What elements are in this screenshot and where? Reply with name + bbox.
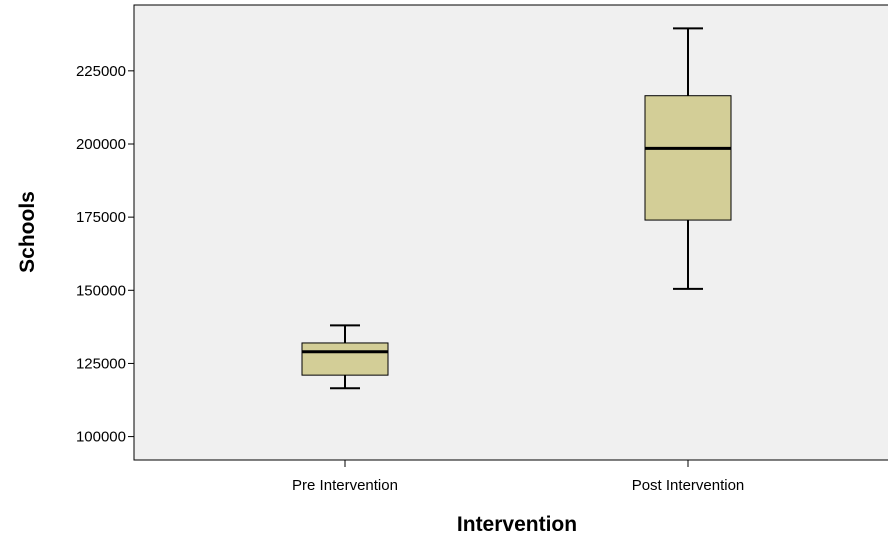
x-tick-label: Post Intervention (632, 477, 745, 494)
x-tick-label: Pre Intervention (292, 477, 398, 494)
y-tick-label: 225000 (76, 63, 126, 80)
iqr-box (301, 342, 389, 376)
iqr-box (644, 95, 732, 221)
box-pre-intervention (301, 324, 389, 390)
boxes (301, 27, 732, 390)
box-post-intervention (644, 27, 732, 290)
y-tick-label: 200000 (76, 136, 126, 153)
plot-area (133, 4, 888, 461)
y-tick-label: 100000 (76, 429, 126, 446)
y-tick-label: 125000 (76, 355, 126, 372)
x-axis: Pre Intervention Post Intervention (292, 460, 744, 494)
x-axis-title: Intervention (457, 513, 577, 536)
y-tick-label: 175000 (76, 209, 126, 226)
y-tick-label: 150000 (76, 282, 126, 299)
y-axis: 100000 125000 150000 175000 200000 225000 (76, 63, 134, 446)
y-axis-title: Schools (16, 191, 39, 273)
